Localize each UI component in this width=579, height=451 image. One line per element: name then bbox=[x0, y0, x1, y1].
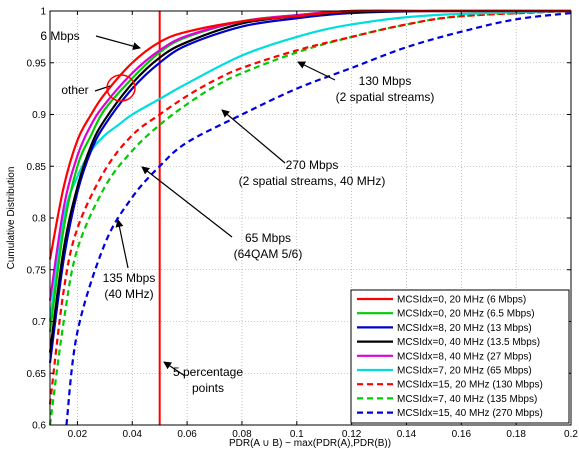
y-tick-label: 0.75 bbox=[27, 265, 47, 276]
legend-label-6: MCSIdx=15, 20 MHz (130 Mbps) bbox=[397, 380, 543, 391]
annotation-text-3: (2 spatial streams) bbox=[336, 90, 435, 104]
y-axis-label: Cumulative Distribution bbox=[6, 167, 17, 270]
annotation-text-4: 270 Mbps bbox=[286, 158, 339, 172]
legend-label-2: MCSIdx=8, 20 MHz (13 Mbps) bbox=[397, 323, 532, 334]
x-axis-label: PDR(A ∪ B) − max(PDR(A),PDR(B)) bbox=[229, 438, 391, 449]
legend-label-1: MCSIdx=0, 20 MHz (6.5 Mbps) bbox=[397, 309, 535, 320]
y-tick-label: 0.6 bbox=[32, 421, 46, 432]
legend-label-0: MCSIdx=0, 20 MHz (6 Mbps) bbox=[397, 295, 526, 306]
legend-label-4: MCSIdx=8, 40 MHz (27 Mbps) bbox=[397, 351, 532, 362]
x-tick-label: 0.08 bbox=[232, 429, 252, 440]
x-tick-label: 0.14 bbox=[397, 429, 417, 440]
annotation-arrow-2 bbox=[221, 109, 286, 164]
annotation-text-6: 65 Mbps bbox=[245, 231, 291, 245]
x-tick-label: 0.06 bbox=[177, 429, 197, 440]
legend-label-5: MCSIdx=7, 20 MHz (65 Mbps) bbox=[397, 366, 532, 377]
annotation-arrow-3 bbox=[141, 166, 233, 238]
annotation-text-2: 130 Mbps bbox=[359, 74, 412, 88]
highlight-circle bbox=[106, 74, 136, 102]
legend-label-8: MCSIdx=15, 40 MHz (270 Mbps) bbox=[397, 408, 543, 419]
annotations: 6 Mbps other 130 Mbps (2 spatial streams) 27… bbox=[40, 29, 434, 395]
x-tick-label: 0.18 bbox=[506, 429, 526, 440]
x-tick-label: 0.2 bbox=[564, 429, 578, 440]
annotation-text-9: (40 MHz) bbox=[104, 287, 153, 301]
annotation-text-5: (2 spatial streams, 40 MHz) bbox=[239, 174, 386, 188]
y-tick-label: 0.85 bbox=[27, 162, 47, 173]
y-tick-label: 0.7 bbox=[32, 317, 46, 328]
x-tick-label: 0.1 bbox=[290, 429, 304, 440]
y-tick-label: 0.9 bbox=[32, 110, 46, 121]
annotation-text-8: 135 Mbps bbox=[103, 271, 156, 285]
x-tick-label: 0.04 bbox=[123, 429, 143, 440]
x-tick-label: 0.12 bbox=[342, 429, 362, 440]
y-tick-label: 0.8 bbox=[32, 214, 46, 225]
annotation-text-10: 5 percentage bbox=[173, 365, 243, 379]
legend-label-3: MCSIdx=0, 40 MHz (13.5 Mbps) bbox=[397, 337, 540, 348]
annotation-text-0: 6 Mbps bbox=[40, 29, 79, 43]
series-line-8 bbox=[65, 11, 572, 426]
legend: MCSIdx=0, 20 MHz (6 Mbps) MCSIdx=0, 20 MH… bbox=[350, 289, 570, 424]
annotation-arrow-1 bbox=[297, 61, 336, 81]
axis-ticks: 0.02 0.04 0.06 0.08 0.1 0.12 0.14 0.16 0.18 0.2 0.… bbox=[27, 7, 579, 441]
x-tick-label: 0.02 bbox=[68, 429, 88, 440]
annotation-text-1: other bbox=[61, 83, 88, 97]
annotation-text-7: (64QAM 5/6) bbox=[234, 247, 303, 261]
y-tick-label: 1 bbox=[40, 7, 46, 18]
series-line-5 bbox=[48, 9, 572, 322]
x-tick-label: 0.16 bbox=[452, 429, 472, 440]
y-tick-label: 0.95 bbox=[27, 58, 47, 69]
annotation-text-11: points bbox=[192, 381, 224, 395]
annotation-arrow-5 bbox=[163, 361, 186, 377]
annotation-arrow-0 bbox=[95, 35, 141, 51]
y-tick-label: 0.65 bbox=[27, 369, 47, 380]
annotation-arrow-4 bbox=[115, 219, 129, 269]
legend-label-7: MCSIdx=7, 40 MHz (135 Mbps) bbox=[397, 394, 537, 405]
